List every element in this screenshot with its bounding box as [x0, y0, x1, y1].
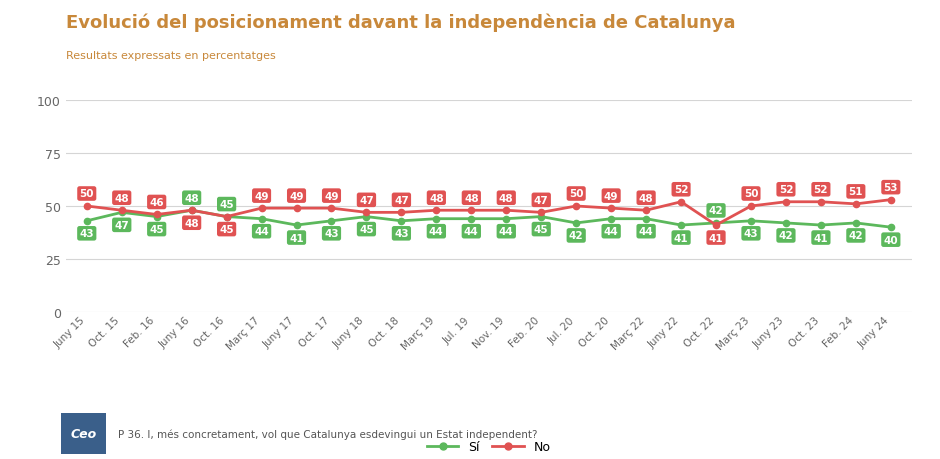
Text: 48: 48: [639, 193, 653, 203]
Text: 47: 47: [534, 196, 549, 205]
Text: 43: 43: [324, 229, 338, 239]
Text: 41: 41: [814, 233, 828, 243]
Text: 51: 51: [849, 187, 863, 197]
Text: 45: 45: [219, 200, 234, 210]
Text: 50: 50: [744, 189, 759, 199]
Text: 41: 41: [674, 233, 688, 243]
Text: 45: 45: [219, 224, 234, 235]
Text: 52: 52: [814, 185, 828, 195]
Text: 48: 48: [184, 218, 199, 228]
Text: 47: 47: [394, 196, 409, 205]
Text: 48: 48: [184, 193, 199, 203]
Text: 44: 44: [603, 227, 619, 237]
Text: 49: 49: [255, 191, 269, 201]
Text: 45: 45: [534, 224, 549, 235]
Text: 48: 48: [115, 193, 129, 203]
Legend: Sí, No: Sí, No: [422, 435, 556, 458]
Text: 42: 42: [569, 231, 584, 241]
Text: 49: 49: [324, 191, 338, 201]
Text: 42: 42: [849, 231, 863, 241]
Text: Evolució del posicionament davant la independència de Catalunya: Evolució del posicionament davant la ind…: [66, 14, 735, 32]
Text: 45: 45: [149, 224, 164, 235]
Text: Ceo: Ceo: [70, 427, 97, 440]
Text: 47: 47: [359, 196, 374, 205]
Text: 49: 49: [290, 191, 304, 201]
Text: 47: 47: [115, 220, 129, 230]
Text: P 36. I, més concretament, vol que Catalunya esdevingui un Estat independent?: P 36. I, més concretament, vol que Catal…: [118, 429, 537, 439]
Text: 48: 48: [464, 193, 478, 203]
Text: 44: 44: [429, 227, 444, 237]
Text: 44: 44: [254, 227, 269, 237]
Text: 48: 48: [429, 193, 444, 203]
Text: 43: 43: [80, 229, 94, 239]
Text: 44: 44: [639, 227, 653, 237]
Text: 50: 50: [80, 189, 94, 199]
Text: 43: 43: [394, 229, 409, 239]
Text: 46: 46: [149, 197, 164, 207]
Text: 41: 41: [290, 233, 304, 243]
Text: 43: 43: [744, 229, 759, 239]
Text: 48: 48: [499, 193, 513, 203]
Text: 42: 42: [778, 231, 793, 241]
Text: Resultats expressats en percentatges: Resultats expressats en percentatges: [66, 50, 275, 61]
Text: 41: 41: [709, 233, 724, 243]
Text: 50: 50: [569, 189, 584, 199]
Text: 42: 42: [709, 206, 724, 216]
Text: 44: 44: [499, 227, 513, 237]
Text: 40: 40: [884, 235, 898, 245]
Text: 53: 53: [884, 183, 898, 193]
Text: 52: 52: [778, 185, 793, 195]
Text: 45: 45: [359, 224, 374, 235]
Text: 49: 49: [603, 191, 619, 201]
Text: 52: 52: [674, 185, 688, 195]
Text: 44: 44: [464, 227, 478, 237]
